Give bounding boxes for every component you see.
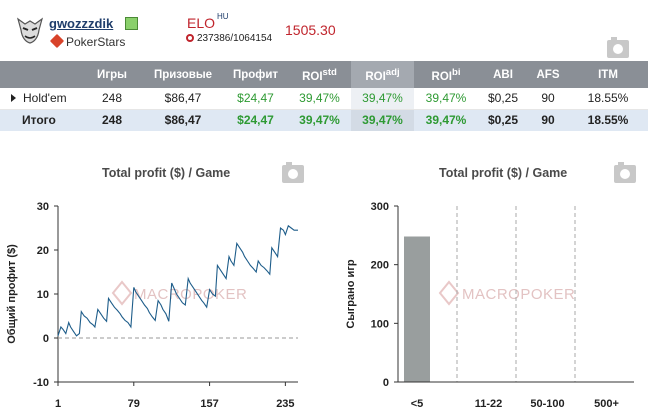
watermark-right: MACROPOKER xyxy=(438,280,575,306)
column-header-prize[interactable]: Призовые xyxy=(143,61,223,88)
camera-icon[interactable] xyxy=(282,162,304,183)
column-header-games[interactable]: Игры xyxy=(81,61,143,88)
column-header-profit[interactable]: Профит xyxy=(223,61,288,88)
x-tick-label: 1 xyxy=(55,398,61,410)
x-tick-label: <5 xyxy=(411,398,424,410)
elo-mode: HU xyxy=(217,12,229,21)
camera-icon[interactable] xyxy=(614,162,636,183)
game-name: Hold'em xyxy=(23,91,67,106)
x-tick-label: 500+ xyxy=(594,398,619,410)
elo-rank: 237386/1064154 xyxy=(186,33,272,44)
x-tick-label: 50-100 xyxy=(530,398,564,410)
y-axis-label: Общий профит ($) xyxy=(6,244,18,344)
y-axis-label: Сыграно игр xyxy=(345,259,357,329)
roi-adj-sup: adj xyxy=(385,66,400,78)
column-header-itm[interactable]: ITM xyxy=(568,61,648,88)
itm-cell: 18.55% xyxy=(568,88,648,110)
total-abi-cell: $0,25 xyxy=(478,109,528,131)
games-bar-chart: 0 100 200 300 <5 11-22 50-100 500+ Сыграно игр xyxy=(345,201,634,410)
x-tick-label: 79 xyxy=(128,398,140,410)
total-roi-adj-cell: 39,47% xyxy=(351,109,414,131)
roi-std-label: ROI xyxy=(302,70,323,83)
y-tick-label: 0 xyxy=(43,333,49,345)
table-row[interactable]: Hold'em 248 $86,47 $24,47 39,47% 39,47% … xyxy=(0,88,648,110)
column-header-roi-adj[interactable]: ROIadj xyxy=(351,61,414,88)
expand-arrow-icon[interactable] xyxy=(11,94,16,103)
column-header-afs[interactable]: AFS xyxy=(528,61,568,88)
site-name: PokerStars xyxy=(66,35,126,49)
roi-adj-cell: 39,47% xyxy=(351,88,414,110)
profit-series-line xyxy=(57,224,298,337)
total-itm-cell: 18.55% xyxy=(568,109,648,131)
total-roi-bi-cell: 39,47% xyxy=(414,109,478,131)
elo-rating: 1505.30 xyxy=(285,22,336,38)
total-label-cell: Итого xyxy=(0,109,81,131)
stats-table: Игры Призовые Профит ROIstd ROIadj ROIbi… xyxy=(0,61,648,131)
medal-icon xyxy=(186,34,194,42)
afs-cell: 90 xyxy=(528,88,568,110)
username-link[interactable]: gwozzzdik xyxy=(49,16,114,31)
total-roi-std-cell: 39,47% xyxy=(288,109,351,131)
roi-bi-label: ROI xyxy=(431,70,452,83)
y-tick-label: 0 xyxy=(383,377,389,389)
y-tick-label: -10 xyxy=(33,377,49,389)
column-header-game xyxy=(0,61,81,88)
table-total-row: Итого 248 $86,47 $24,47 39,47% 39,47% 39… xyxy=(0,109,648,131)
watermark-text: MACROPOKER xyxy=(462,286,575,303)
right-chart-title: Total profit ($) / Game xyxy=(439,166,568,180)
total-prize-cell: $86,47 xyxy=(143,109,223,131)
online-status-icon xyxy=(125,17,138,30)
watermark-text: MACROPOKER xyxy=(134,286,247,303)
column-header-roi-std[interactable]: ROIstd xyxy=(288,61,351,88)
camera-icon[interactable] xyxy=(607,37,629,58)
prize-cell: $86,47 xyxy=(143,88,223,110)
x-tick-label: 157 xyxy=(200,398,218,410)
elo-label: ELO xyxy=(187,15,216,31)
games-cell: 248 xyxy=(81,88,143,110)
y-tick-label: 300 xyxy=(371,201,389,213)
player-header: gwozzzdik PokerStars ELO HU 237386/10641… xyxy=(0,0,648,60)
column-header-roi-bi[interactable]: ROIbi xyxy=(414,61,478,88)
avatar xyxy=(16,17,44,44)
roi-adj-label: ROI xyxy=(365,70,386,83)
game-cell[interactable]: Hold'em xyxy=(0,88,81,110)
profit-line-chart: -10 0 10 20 30 1 79 157 235 Общий профит ($) xyxy=(6,201,298,410)
left-chart-title: Total profit ($) / Game xyxy=(102,166,231,180)
poker-site: PokerStars xyxy=(49,33,126,49)
bar xyxy=(404,236,430,382)
y-tick-label: 20 xyxy=(37,245,49,257)
watermark-left: MACROPOKER xyxy=(111,280,247,306)
roi-std-sup: std xyxy=(322,66,337,78)
column-header-abi[interactable]: ABI xyxy=(478,61,528,88)
y-tick-label: 10 xyxy=(37,289,49,301)
roi-bi-cell: 39,47% xyxy=(414,88,478,110)
profit-cell: $24,47 xyxy=(223,88,288,110)
total-games-cell: 248 xyxy=(81,109,143,131)
x-tick-label: 235 xyxy=(276,398,294,410)
roi-bi-sup: bi xyxy=(451,66,461,78)
total-afs-cell: 90 xyxy=(528,109,568,131)
abi-cell: $0,25 xyxy=(478,88,528,110)
y-tick-label: 30 xyxy=(37,201,49,213)
elo-rank-value: 237386/1064154 xyxy=(197,33,273,44)
y-tick-label: 200 xyxy=(371,260,389,272)
y-tick-label: 100 xyxy=(371,318,389,330)
x-tick-label: 11-22 xyxy=(475,398,503,410)
table-header-row: Игры Призовые Профит ROIstd ROIadj ROIbi… xyxy=(0,61,648,88)
roi-std-cell: 39,47% xyxy=(288,88,351,110)
total-profit-cell: $24,47 xyxy=(223,109,288,131)
